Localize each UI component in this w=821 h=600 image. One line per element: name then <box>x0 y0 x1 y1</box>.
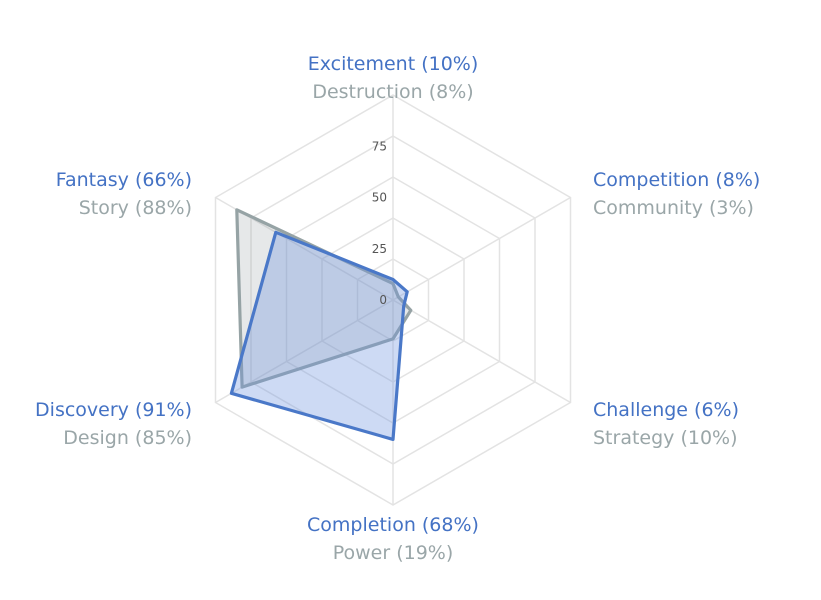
axis-label-secondary-5: Design (85%) <box>63 427 192 449</box>
axis-label-primary-6: Fantasy (66%) <box>56 169 192 191</box>
axis-label-primary-2: Competition (8%) <box>593 169 760 191</box>
axis-label-secondary-2: Community (3%) <box>593 197 754 219</box>
grid-spoke-3 <box>392 299 571 404</box>
axis-label-primary-1: Excitement (10%) <box>308 53 479 75</box>
grid-spoke-2 <box>392 196 571 301</box>
radar-series <box>229 208 413 441</box>
axis-label-primary-5: Discovery (91%) <box>35 399 192 421</box>
axis-label-secondary-4: Power (19%) <box>333 542 454 564</box>
axis-label-secondary-1: Destruction (8%) <box>312 81 473 103</box>
axis-label-primary-4: Completion (68%) <box>307 514 479 536</box>
axis-label-secondary-6: Story (88%) <box>79 197 192 219</box>
tick-label-25: 25 <box>372 242 387 256</box>
radial-tick-labels: 0 25 50 75 <box>372 139 387 307</box>
series-2-area <box>229 230 409 441</box>
tick-label-75: 75 <box>372 139 387 153</box>
axis-labels: Excitement (10%) Destruction (8%) Competit… <box>35 53 760 564</box>
series-1-area <box>235 208 413 389</box>
axis-label-primary-3: Challenge (6%) <box>593 399 739 421</box>
axis-label-secondary-3: Strategy (10%) <box>593 427 738 449</box>
tick-label-50: 50 <box>372 191 387 205</box>
tick-label-0: 0 <box>379 293 387 307</box>
